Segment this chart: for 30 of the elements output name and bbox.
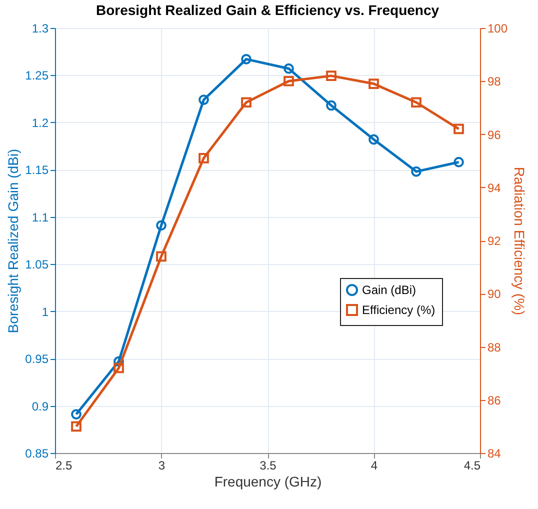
y2-tick-label: 92 <box>488 234 502 248</box>
y2-tick-label: 84 <box>488 446 502 460</box>
y-tick-label: 1.15 <box>25 163 49 178</box>
y-tick-label: 0.85 <box>25 446 49 460</box>
x-tick-label: 3.5 <box>260 458 277 472</box>
legend-label: Gain (dBi) <box>362 283 416 297</box>
y2-tick-label: 86 <box>488 393 502 408</box>
y2-axis-title: Radiation Efficiency (%) <box>512 166 528 316</box>
y-tick-label: 1 <box>42 304 49 319</box>
y2-tick-label: 88 <box>488 340 502 354</box>
x-tick-label: 4 <box>370 458 378 472</box>
y-tick-label: 0.9 <box>32 399 49 414</box>
chart-title: Boresight Realized Gain & Efficiency vs. Frequency <box>96 2 440 18</box>
x-tick-label: 2.5 <box>56 458 73 472</box>
x-tick-label: 4.5 <box>464 458 481 472</box>
y-tick-label: 0.95 <box>25 352 49 366</box>
y2-tick-label: 90 <box>488 287 502 302</box>
y-tick-label: 1.1 <box>32 210 49 224</box>
y-tick-label: 1.25 <box>25 68 49 83</box>
y2-tick-label: 96 <box>488 128 502 142</box>
x-axis-title: Frequency (GHz) <box>214 474 322 490</box>
y-tick-label: 1.3 <box>32 22 49 36</box>
y-tick-label: 1.05 <box>25 258 49 272</box>
y-axis-title: Boresight Realized Gain (dBi) <box>5 148 22 334</box>
x-tick-label: 3 <box>158 458 166 472</box>
legend-label: Efficiency (%) <box>362 303 436 317</box>
y2-tick-label: 100 <box>488 22 508 36</box>
y2-tick-label: 94 <box>488 180 502 195</box>
y2-tick-label: 98 <box>488 74 502 89</box>
y-tick-label: 1.2 <box>32 116 49 130</box>
